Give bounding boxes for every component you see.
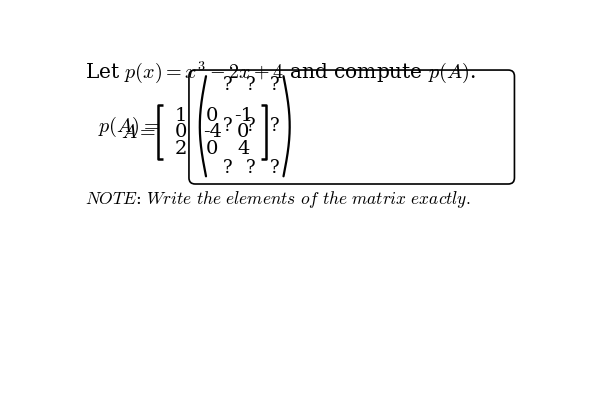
- Text: ?: ?: [223, 117, 232, 135]
- Text: 4: 4: [237, 139, 249, 158]
- Text: 1: 1: [175, 107, 187, 125]
- Text: ?: ?: [246, 159, 256, 177]
- FancyBboxPatch shape: [189, 70, 514, 184]
- Text: 0: 0: [175, 123, 187, 141]
- Text: 0: 0: [206, 139, 219, 158]
- Text: $p(A) =$: $p(A) =$: [97, 115, 159, 139]
- Text: ?: ?: [246, 76, 256, 94]
- Text: ?: ?: [223, 76, 232, 94]
- Text: Let $p(x) = x^3 - 2x + 4$ and compute $p(A)$.: Let $p(x) = x^3 - 2x + 4$ and compute $p…: [85, 59, 476, 85]
- Text: 2: 2: [175, 139, 187, 158]
- Text: ?: ?: [246, 117, 256, 135]
- Text: $\mathit{NOTE}$: $\mathit{Write\ the\ elements\ of\ the\ matrix\ exactly.}$: $\mathit{NOTE}$: $\mathit{Write\ the\ el…: [85, 189, 471, 210]
- Text: -1: -1: [233, 107, 252, 125]
- Text: ?: ?: [270, 159, 279, 177]
- Text: ?: ?: [270, 117, 279, 135]
- Text: -4: -4: [203, 123, 222, 141]
- Text: ?: ?: [270, 76, 279, 94]
- Text: ?: ?: [223, 159, 232, 177]
- Text: $A =$: $A =$: [121, 123, 156, 142]
- Text: 0: 0: [237, 123, 249, 141]
- Text: 0: 0: [206, 107, 219, 125]
